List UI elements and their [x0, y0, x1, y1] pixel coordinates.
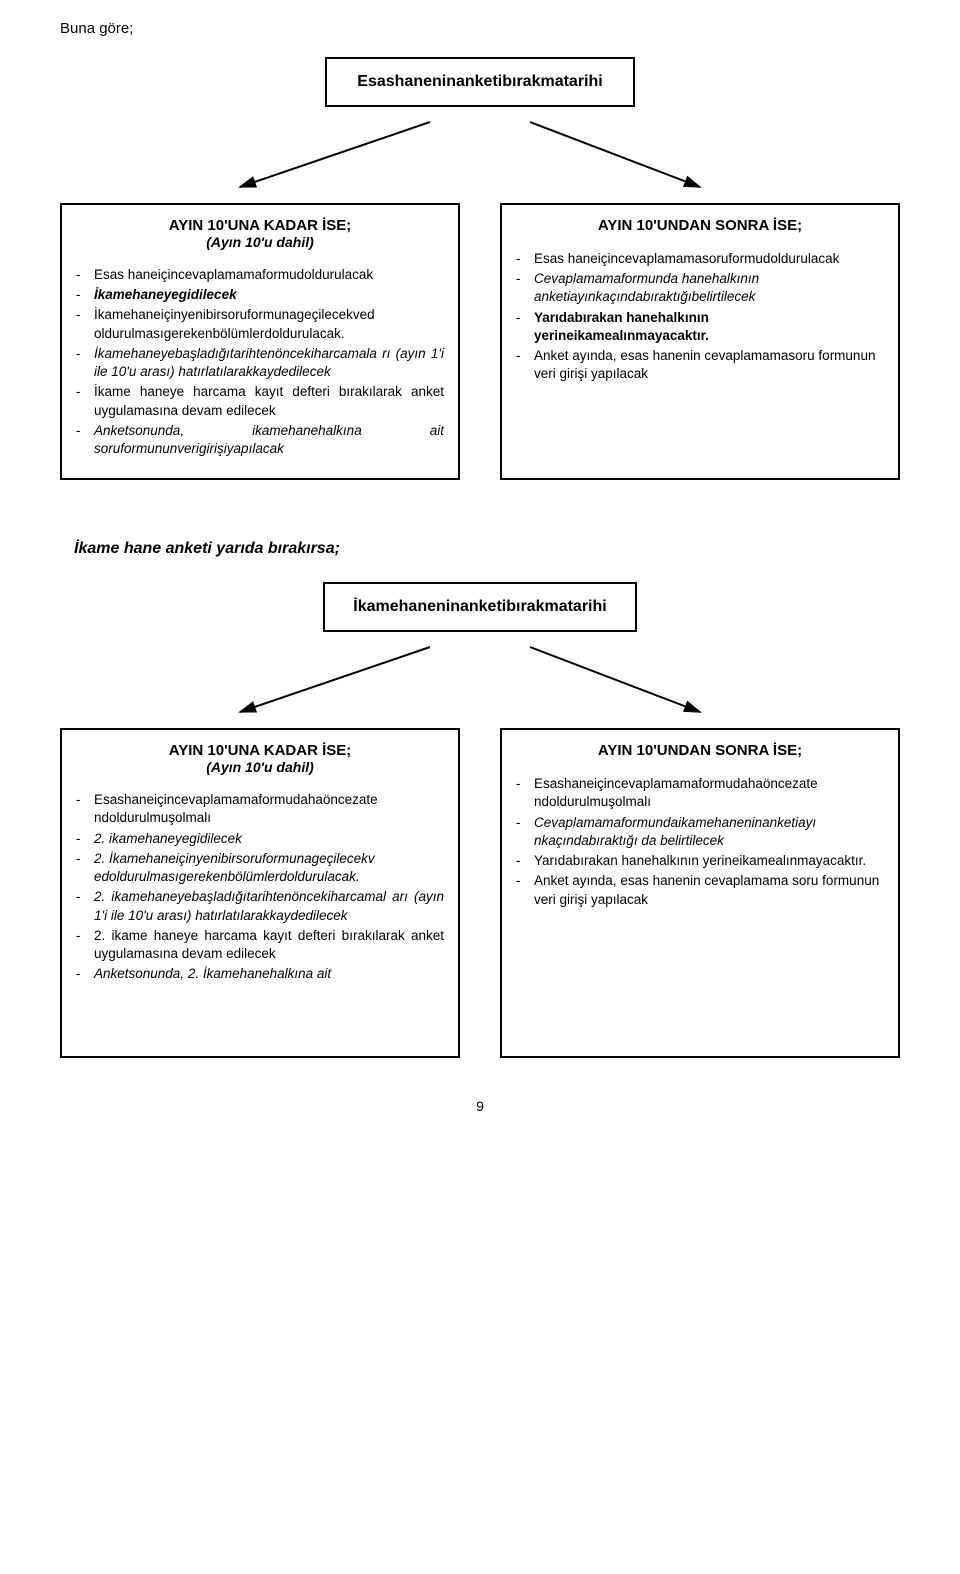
panel-right-2-list: -Esashaneiçincevaplamamaformudahaöncezat…: [516, 775, 884, 909]
list-item-text: Cevaplamamaformundaikamehaneninanketiayı…: [534, 814, 884, 850]
dash-icon: -: [516, 309, 534, 345]
list-item-text: 2. İkamehaneiçinyenibirsoruformunageçile…: [94, 850, 444, 886]
dash-icon: -: [76, 888, 94, 924]
list-item: -2. ikame haneye harcama kayıt defteri b…: [76, 927, 444, 963]
list-item-text: Anket ayında, esas hanenin cevaplamamaso…: [534, 347, 884, 383]
section2-title: İkame hane anketi yarıda bırakırsa;: [74, 540, 900, 558]
dash-icon: -: [516, 775, 534, 811]
list-item: -Anket ayında, esas hanenin cevaplamama …: [516, 872, 884, 908]
dash-icon: -: [76, 422, 94, 458]
list-item-text: İkamehaneiçinyenibirsoruformunageçilecek…: [94, 306, 444, 342]
list-item: -Esas haneiçincevaplamamaformudoldurulac…: [76, 266, 444, 284]
list-item: -İkamehaneyegidilecek: [76, 286, 444, 304]
list-item-text: Esas haneiçincevaplamamaformudoldurulaca…: [94, 266, 444, 284]
list-item: -Yarıdabırakan hanehalkının yerineikamea…: [516, 309, 884, 345]
list-item-text: Esashaneiçincevaplamamaformudahaöncezate…: [534, 775, 884, 811]
list-item: -Anket ayında, esas hanenin cevaplamamas…: [516, 347, 884, 383]
list-item: -İkamehaneiçinyenibirsoruformunageçilece…: [76, 306, 444, 342]
dash-icon: -: [76, 266, 94, 284]
dash-icon: -: [76, 306, 94, 342]
list-item: -Esashaneiçincevaplamamaformudahaöncezat…: [76, 791, 444, 827]
list-item-text: Esas haneiçincevaplamamasoruformudolduru…: [534, 250, 884, 268]
panel-right-1-title: AYIN 10'UNDAN SONRA İSE;: [516, 217, 884, 234]
list-item: -İkamehaneyebaşladığıtarihtenöncekiharca…: [76, 345, 444, 381]
list-item: -Anketsonunda, ikamehanehalkına ait soru…: [76, 422, 444, 458]
panel-right-1-header: AYIN 10'UNDAN SONRA İSE;: [516, 217, 884, 234]
dash-icon: -: [76, 850, 94, 886]
dash-icon: -: [76, 830, 94, 848]
list-item-text: Anketsonunda, ikamehanehalkına ait soruf…: [94, 422, 444, 458]
dash-icon: -: [516, 250, 534, 268]
dash-icon: -: [76, 383, 94, 419]
dash-icon: -: [516, 814, 534, 850]
list-item-text: Yarıdabırakan hanehalkının yerineikameal…: [534, 852, 884, 870]
list-item-text: İkamehaneyegidilecek: [94, 286, 444, 304]
panel-left-2: AYIN 10'UNA KADAR İSE; (Ayın 10'u dahil)…: [60, 728, 460, 1058]
dash-icon: -: [76, 791, 94, 827]
list-item: -2. İkamehaneiçinyenibirsoruformunageçil…: [76, 850, 444, 886]
panel-left-2-header: AYIN 10'UNA KADAR İSE; (Ayın 10'u dahil): [76, 742, 444, 775]
list-item-text: İkame haneye harcama kayıt defteri bırak…: [94, 383, 444, 419]
arrows-2: [60, 642, 900, 722]
dash-icon: -: [76, 927, 94, 963]
list-item: -İkame haneye harcama kayıt defteri bıra…: [76, 383, 444, 419]
dash-icon: -: [516, 270, 534, 306]
intro-text: Buna göre;: [60, 20, 900, 37]
list-item: -Cevaplamamaformunda hanehalkının anketi…: [516, 270, 884, 306]
list-item-text: Cevaplamamaformunda hanehalkının anketia…: [534, 270, 884, 306]
panel-right-2-header: AYIN 10'UNDAN SONRA İSE;: [516, 742, 884, 759]
box1-wrap: Esashaneninanketibırakmatarihi: [60, 57, 900, 107]
panel-left-2-title: AYIN 10'UNA KADAR İSE;: [76, 742, 444, 759]
list-item: -2. ikamehaneyebaşladığıtarihtenöncekiha…: [76, 888, 444, 924]
panel-right-2-title: AYIN 10'UNDAN SONRA İSE;: [516, 742, 884, 759]
list-item-text: Anket ayında, esas hanenin cevaplamama s…: [534, 872, 884, 908]
row-2: AYIN 10'UNA KADAR İSE; (Ayın 10'u dahil)…: [60, 728, 900, 1058]
list-item-text: Esashaneiçincevaplamamaformudahaöncezate…: [94, 791, 444, 827]
list-item-text: 2. ikame haneye harcama kayıt defteri bı…: [94, 927, 444, 963]
dash-icon: -: [76, 286, 94, 304]
list-item: -Cevaplamamaformundaikamehaneninanketiay…: [516, 814, 884, 850]
panel-left-1-title: AYIN 10'UNA KADAR İSE;: [76, 217, 444, 234]
box2-wrap: İkamehaneninanketibırakmatarihi: [60, 582, 900, 632]
panel-left-1-sub: (Ayın 10'u dahil): [76, 234, 444, 250]
list-item-text: Yarıdabırakan hanehalkının yerineikameal…: [534, 309, 884, 345]
panel-left-2-sub: (Ayın 10'u dahil): [76, 759, 444, 775]
dash-icon: -: [516, 347, 534, 383]
box1: Esashaneninanketibırakmatarihi: [325, 57, 634, 107]
dash-icon: -: [516, 852, 534, 870]
list-item: -2. ikamehaneyegidilecek: [76, 830, 444, 848]
section-2: İkame hane anketi yarıda bırakırsa; İkam…: [60, 540, 900, 1058]
dash-icon: -: [516, 872, 534, 908]
dash-icon: -: [76, 345, 94, 381]
dash-icon: -: [76, 965, 94, 983]
box2: İkamehaneninanketibırakmatarihi: [323, 582, 636, 632]
list-item-text: İkamehaneyebaşladığıtarihtenöncekiharcam…: [94, 345, 444, 381]
arrows-1: [60, 117, 900, 197]
list-item-text: 2. ikamehaneyegidilecek: [94, 830, 444, 848]
list-item: -Yarıdabırakan hanehalkının yerineikamea…: [516, 852, 884, 870]
panel-right-1: AYIN 10'UNDAN SONRA İSE; -Esas haneiçinc…: [500, 203, 900, 480]
list-item-text: Anketsonunda, 2. İkamehanehalkına ait: [94, 965, 444, 983]
panel-left-1-header: AYIN 10'UNA KADAR İSE; (Ayın 10'u dahil): [76, 217, 444, 250]
list-item: -Esas haneiçincevaplamamasoruformudoldur…: [516, 250, 884, 268]
page-number: 9: [60, 1098, 900, 1114]
panel-right-1-list: -Esas haneiçincevaplamamasoruformudoldur…: [516, 250, 884, 384]
panel-right-2: AYIN 10'UNDAN SONRA İSE; -Esashaneiçince…: [500, 728, 900, 1058]
list-item: -Esashaneiçincevaplamamaformudahaöncezat…: [516, 775, 884, 811]
row-1: AYIN 10'UNA KADAR İSE; (Ayın 10'u dahil)…: [60, 203, 900, 480]
list-item-text: 2. ikamehaneyebaşladığıtarihtenöncekihar…: [94, 888, 444, 924]
panel-left-2-list: -Esashaneiçincevaplamamaformudahaöncezat…: [76, 791, 444, 983]
list-item: -Anketsonunda, 2. İkamehanehalkına ait: [76, 965, 444, 983]
panel-left-1-list: -Esas haneiçincevaplamamaformudoldurulac…: [76, 266, 444, 458]
panel-left-1: AYIN 10'UNA KADAR İSE; (Ayın 10'u dahil)…: [60, 203, 460, 480]
